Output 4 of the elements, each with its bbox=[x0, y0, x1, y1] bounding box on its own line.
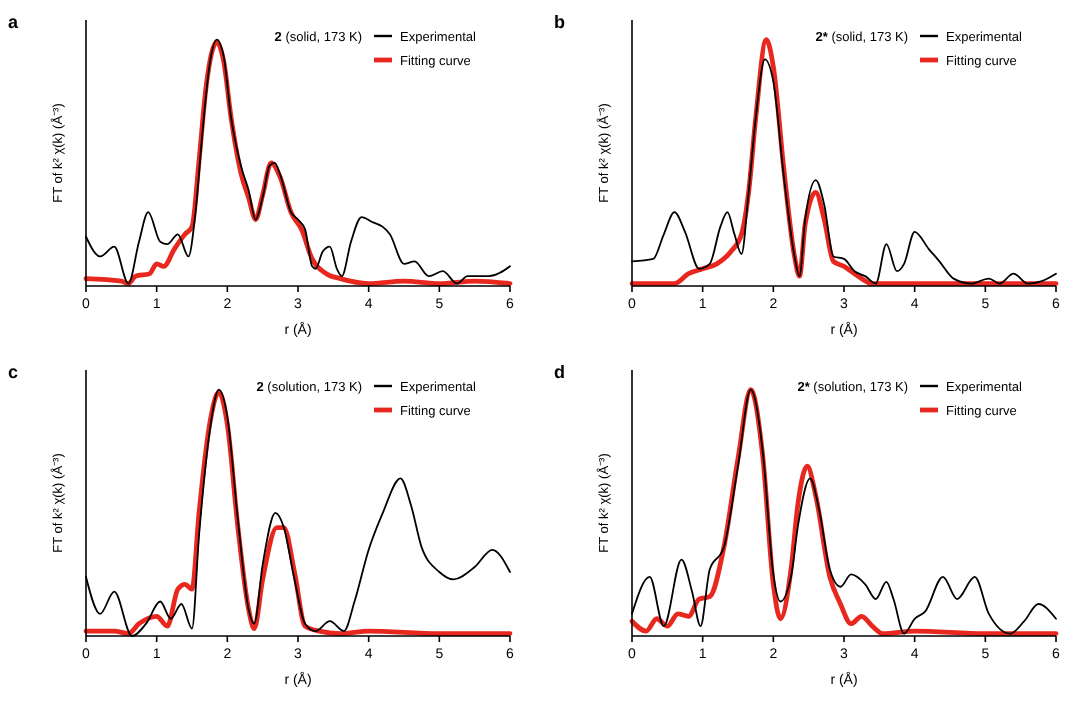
chart-title: d bbox=[554, 362, 565, 382]
chart-title: c bbox=[8, 362, 19, 382]
chart-title: b bbox=[554, 12, 566, 32]
chart-title: a bbox=[8, 12, 20, 32]
